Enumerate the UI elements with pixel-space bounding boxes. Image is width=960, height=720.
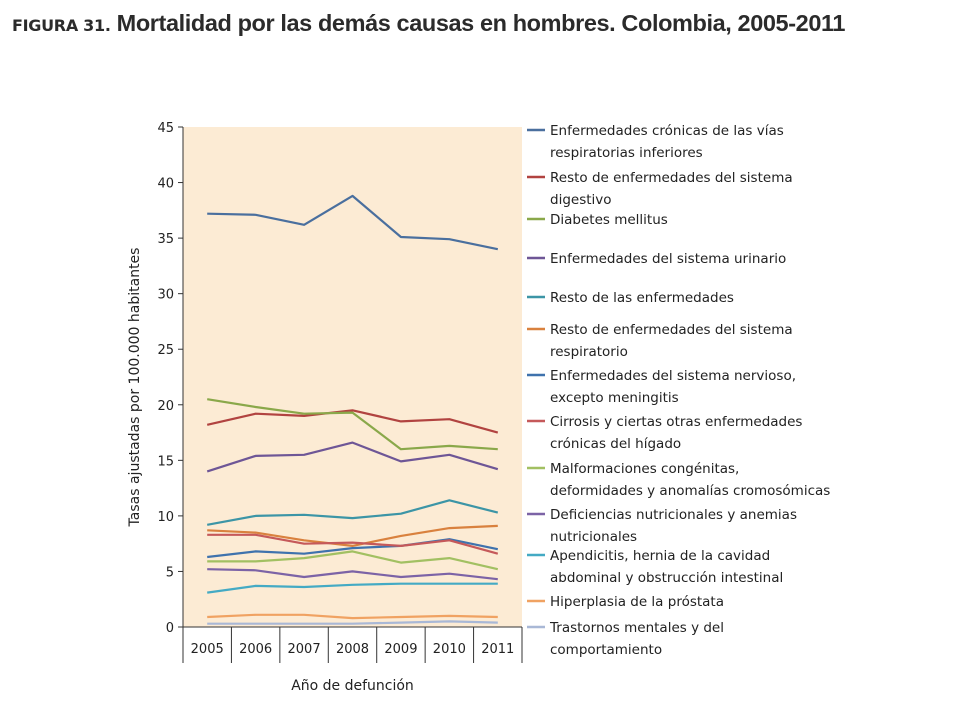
y-tick-label: 20 bbox=[157, 399, 174, 414]
y-tick-label: 10 bbox=[157, 510, 174, 525]
legend-item: Malformaciones congénitas, deformidades y… bbox=[527, 461, 830, 499]
legend-label: respiratorias inferiores bbox=[550, 145, 703, 161]
legend-label: Resto de las enfermedades bbox=[550, 290, 734, 306]
x-tick-label: 2007 bbox=[288, 642, 321, 657]
legend-item: Enfermedades crónicas de las vías respira… bbox=[527, 123, 784, 161]
y-tick-label: 35 bbox=[157, 232, 174, 247]
series-line bbox=[207, 538, 499, 559]
series-line bbox=[207, 398, 498, 451]
figure-title: Mortalidad por las demás causas en hombr… bbox=[116, 10, 846, 36]
series-lines bbox=[206, 194, 499, 625]
series-line bbox=[207, 499, 499, 526]
legend-label: deformidades y anomalías cromosómicas bbox=[550, 483, 830, 499]
legend-label: crónicas del hígado bbox=[550, 436, 681, 452]
series-line bbox=[207, 194, 499, 251]
legend-label: Malformaciones congénitas, bbox=[550, 461, 739, 477]
legend-item: Diabetes mellitus bbox=[527, 212, 668, 228]
legend-label: excepto meningitis bbox=[550, 390, 679, 406]
legend-item: Cirrosis y ciertas otras enfermedades cró… bbox=[527, 414, 802, 452]
legend-item: Hiperplasia de la próstata bbox=[527, 594, 724, 610]
legend-item: Deficiencias nutricionales y anemias nutr… bbox=[527, 507, 797, 545]
y-tick-label: 25 bbox=[157, 343, 174, 358]
legend-label: Enfermedades del sistema urinario bbox=[550, 251, 786, 267]
y-tick-label: 15 bbox=[157, 454, 174, 469]
series-line bbox=[207, 613, 498, 620]
legend-label: Enfermedades del sistema nervioso, bbox=[550, 368, 796, 384]
legend-label: Deficiencias nutricionales y anemias bbox=[550, 507, 797, 523]
legend-label: Hiperplasia de la próstata bbox=[550, 594, 724, 610]
axes: 0 5 10 15 20 25 30 35 40 45 2005 2006 2007 2008 2009 20… bbox=[157, 121, 523, 663]
legend-label: respiratorio bbox=[550, 344, 628, 360]
legend-item: Resto de las enfermedades bbox=[527, 290, 734, 306]
x-tick-label: 2008 bbox=[336, 642, 369, 657]
y-tick-label: 5 bbox=[166, 565, 174, 580]
legend-item: Enfermedades del sistema nervioso, except… bbox=[527, 368, 796, 406]
legend-item: Trastornos mentales y del comportamiento bbox=[527, 620, 724, 658]
figure-title-block: FIGURA 31. Mortalidad por las demás causa… bbox=[12, 10, 845, 37]
series-line bbox=[207, 568, 498, 581]
y-tick-label: 45 bbox=[157, 121, 174, 136]
x-tick-label: 2010 bbox=[433, 642, 466, 657]
series-line bbox=[207, 533, 499, 555]
legend-label: Trastornos mentales y del bbox=[549, 620, 724, 636]
legend-item: Resto de enfermedades del sistema digesti… bbox=[527, 170, 793, 208]
series-line bbox=[207, 582, 498, 594]
legend-item: Enfermedades del sistema urinario bbox=[527, 251, 786, 267]
series-line bbox=[207, 524, 498, 548]
legend-label: Cirrosis y ciertas otras enfermedades bbox=[550, 414, 802, 430]
x-axis-title: Año de defunción bbox=[291, 678, 414, 694]
legend-item: Apendicitis, hernia de la cavidad abdomin… bbox=[527, 548, 783, 586]
y-tick-label: 40 bbox=[157, 177, 174, 192]
legend-label: nutricionales bbox=[550, 529, 637, 545]
y-tick-label: 0 bbox=[166, 621, 174, 636]
legend-label: comportamiento bbox=[550, 642, 662, 658]
legend-label: digestivo bbox=[550, 192, 612, 208]
legend-label: Enfermedades crónicas de las vías bbox=[550, 123, 784, 139]
legend-label: Resto de enfermedades del sistema bbox=[550, 170, 793, 186]
series-line bbox=[206, 441, 499, 473]
series-line bbox=[206, 409, 499, 434]
x-tick-label: 2005 bbox=[191, 642, 224, 657]
series-line bbox=[207, 620, 498, 625]
y-tick-label: 30 bbox=[157, 288, 174, 303]
legend-label: Diabetes mellitus bbox=[550, 212, 668, 228]
legend-item: Resto de enfermedades del sistema respira… bbox=[527, 322, 793, 360]
legend: Enfermedades crónicas de las vías respira… bbox=[527, 123, 830, 658]
legend-label: Resto de enfermedades del sistema bbox=[550, 322, 793, 338]
legend-label: abdominal y obstrucción intestinal bbox=[550, 570, 783, 586]
legend-label: Apendicitis, hernia de la cavidad bbox=[550, 548, 770, 564]
x-tick-label: 2009 bbox=[384, 642, 417, 657]
figure-number: FIGURA 31. bbox=[12, 16, 111, 35]
y-axis-title: Tasas ajustadas por 100.000 habitantes bbox=[127, 248, 143, 528]
x-tick-label: 2006 bbox=[239, 642, 272, 657]
x-tick-label: 2011 bbox=[481, 642, 514, 657]
series-line bbox=[207, 550, 499, 571]
